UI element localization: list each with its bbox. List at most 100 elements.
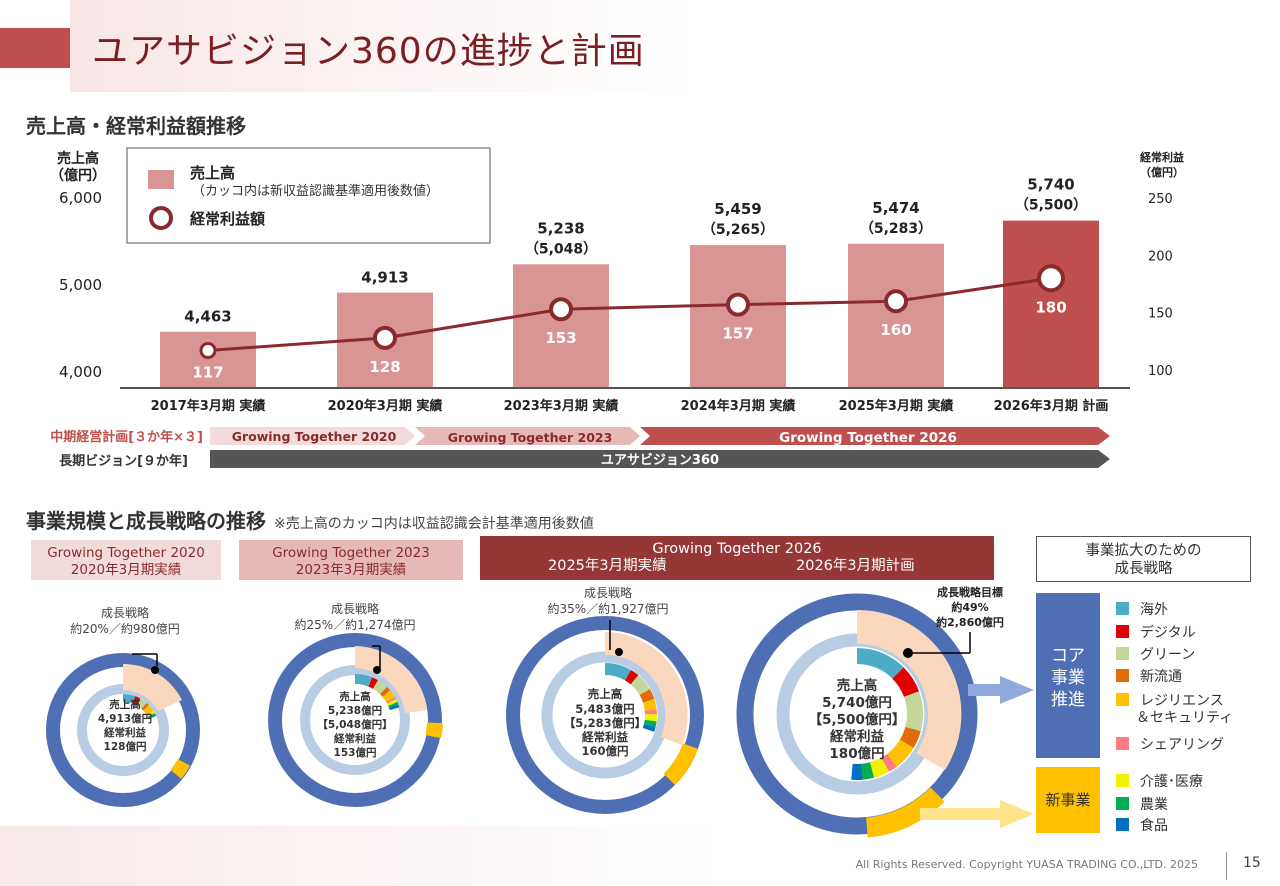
legend-profit-marker — [149, 206, 173, 230]
donut2-c3: 【5,048億円】 — [317, 718, 392, 731]
donut3-outer-ring — [506, 616, 704, 814]
bar-value-label: 5,474 — [872, 199, 919, 217]
section1-title: 売上高・経常利益額推移 — [26, 114, 246, 138]
donut1-c4: 128億円 — [104, 740, 147, 753]
strategy-segment — [143, 704, 154, 716]
donut3-c4: 経常利益 — [582, 730, 628, 744]
bar-value-label: 5,238 — [537, 219, 584, 237]
legend-box — [126, 147, 491, 244]
legend-green-swatch — [1116, 647, 1129, 660]
strategy-segment — [380, 686, 391, 697]
donut2-c5: 153億円 — [334, 746, 377, 759]
x-category-label: 2026年3月期 計画 — [994, 398, 1109, 414]
legend-digital-swatch — [1116, 625, 1129, 638]
strategy-segment — [136, 698, 147, 709]
legend-profit-label: 経常利益額 — [190, 210, 265, 228]
bar-sub-label: （5,500） — [1015, 198, 1087, 214]
strategy-segment — [605, 663, 631, 681]
box-gt2023-l2: 2023年3月期実績 — [295, 562, 407, 578]
box-gt2023-l1: Growing Together 2023 — [272, 545, 430, 561]
legend-food-swatch — [1116, 818, 1129, 831]
bar-value-label: 5,459 — [714, 200, 761, 218]
legend-agri: 農業 — [1140, 797, 1168, 813]
y-tick-label: 4,000 — [59, 363, 102, 381]
new-biz-segment — [663, 743, 699, 786]
section2-note: ※売上高のカッコ内は収益認識会計基準適用後数値 — [274, 516, 594, 532]
left-axis-title-2: （億円） — [50, 167, 106, 184]
right-axis-title-2: （億円） — [1140, 165, 1184, 179]
profit-value-label: 153 — [545, 329, 576, 347]
strategy-segment — [132, 696, 141, 706]
donut1-c2: 4,913億円 — [98, 712, 152, 725]
left-axis-title-1: 売上高 — [57, 150, 99, 167]
core-1: コア — [1051, 646, 1085, 666]
legend-agri-swatch — [1116, 797, 1129, 810]
strategy-segment — [386, 697, 396, 704]
legend-security: ＆セキュリティ — [1136, 710, 1234, 726]
bar-value-label: 4,463 — [184, 308, 231, 326]
strategy-segment — [643, 719, 657, 727]
box-strategy-l2: 成長戦略 — [1114, 561, 1173, 577]
donut4-strategy-band — [857, 609, 962, 770]
x-category-label: 2024年3月期 実績 — [681, 398, 796, 414]
y2-tick-label: 150 — [1148, 307, 1173, 322]
donut2-inner-ring — [300, 665, 410, 775]
donut4-caption-3: 約2,860億円 — [936, 615, 1004, 629]
gt2023-label: Growing Together 2023 — [448, 430, 613, 445]
box-gt2020-l2: 2020年3月期実績 — [70, 562, 182, 578]
legend-sales-swatch — [148, 170, 174, 189]
bar-value-label: 4,913 — [361, 269, 408, 287]
y-tick-label: 5,000 — [59, 276, 102, 294]
donut4-c5: 180億円 — [829, 745, 884, 762]
strategy-segment — [642, 723, 656, 732]
donut2-caption-2: 約25%／約1,274億円 — [294, 617, 415, 632]
y2-tick-label: 250 — [1148, 192, 1173, 207]
x-category-label: 2017年3月期 実績 — [151, 398, 266, 414]
strategy-segment — [148, 714, 157, 720]
donut4-c2: 5,740億円 — [822, 694, 892, 711]
x-category-label: 2020年3月期 実績 — [328, 398, 443, 414]
x-category-label: 2025年3月期 実績 — [839, 398, 954, 414]
donut4-caption-2: 約49% — [951, 600, 988, 614]
box-gt2020-l1: Growing Together 2020 — [47, 545, 205, 561]
strategy-segment — [146, 710, 155, 717]
strategy-segment — [630, 675, 651, 695]
box-gt2026-l1: Growing Together 2026 — [652, 541, 822, 557]
legend-distribution: 新流通 — [1140, 669, 1182, 685]
donut4-caption-1: 成長戦略目標 — [937, 585, 1003, 599]
plan-row1-label: 中期経営計画[３か年×３] — [50, 429, 203, 445]
gt2023-arrow — [415, 427, 640, 445]
donut2-c2: 5,238億円 — [328, 704, 382, 717]
strategy-segment — [903, 691, 923, 732]
donut-charts: 成長戦略 約20%／約980億円 売上高 4,913億円 経常利益 128億円 … — [46, 585, 1034, 838]
donut3-c2: 5,483億円 — [575, 702, 634, 716]
donut-2026: 成長戦略目標 約49% 約2,860億円 売上高 5,740億円 【5,500億… — [736, 585, 1004, 838]
profit-point — [199, 342, 217, 360]
footer-background — [0, 826, 720, 886]
bar-sales — [160, 331, 256, 388]
donut3-strategy-band — [605, 632, 688, 745]
legend-sharing-swatch — [1116, 737, 1129, 750]
donut2-strategy-band — [355, 646, 427, 713]
strategy-segment — [373, 680, 387, 695]
legend-distribution-swatch — [1116, 669, 1129, 682]
donut-2023: 成長戦略 約25%／約1,274億円 売上高 5,238億円 【5,048億円】… — [268, 601, 443, 807]
profit-point — [884, 289, 908, 314]
core-arrow — [968, 676, 1034, 704]
donut1-pointer — [151, 666, 159, 674]
donut3-pointer — [615, 648, 623, 656]
legend-sharing: シェアリング — [1140, 737, 1224, 753]
strategy-segment — [625, 669, 639, 685]
strategy-segment — [382, 690, 395, 702]
profit-line — [207, 276, 1052, 353]
donut1-caption-2: 約20%／約980億円 — [70, 621, 180, 636]
donut3-inner-ring — [541, 651, 669, 779]
profit-point — [1037, 264, 1065, 293]
legend-sales-label: 売上高 — [190, 164, 235, 182]
bar-sales — [848, 243, 944, 388]
donut-2020: 成長戦略 約20%／約980億円 売上高 4,913億円 経常利益 128億円 — [46, 605, 200, 807]
donut4-pointer — [903, 648, 913, 658]
donut3-caption-1: 成長戦略 — [584, 585, 632, 600]
profit-value-label: 117 — [192, 364, 223, 382]
profit-point — [726, 292, 750, 317]
